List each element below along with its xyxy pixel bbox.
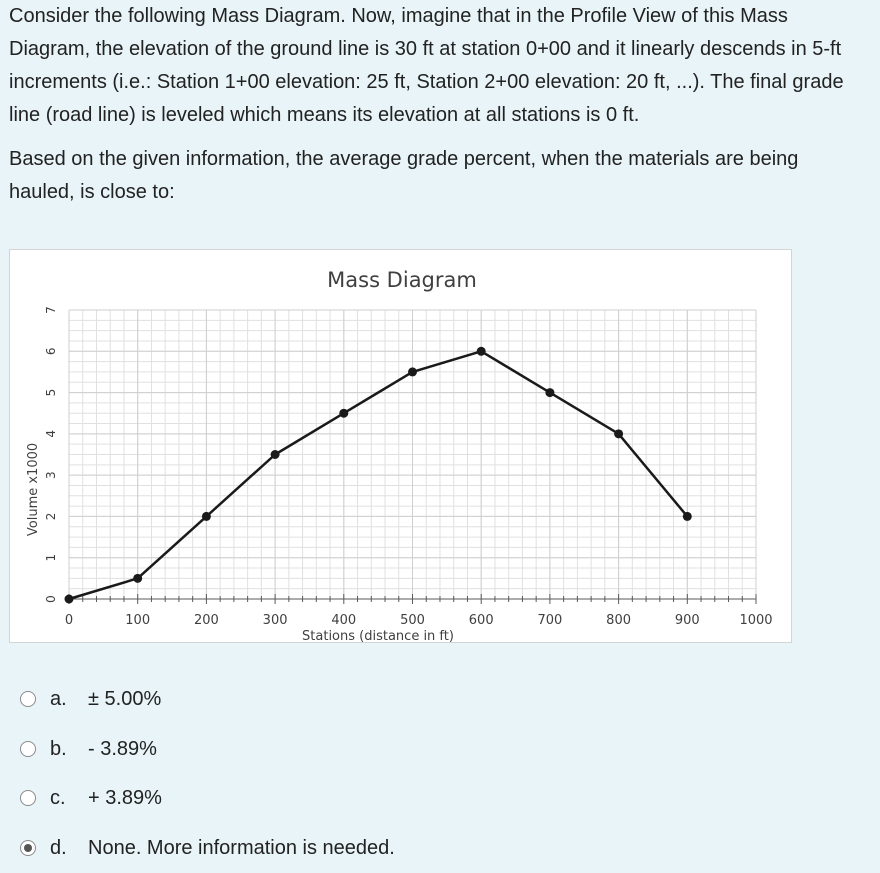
radio-option-d[interactable]: [20, 840, 36, 856]
option-c-letter: c.: [50, 786, 66, 809]
data-point: [201, 511, 211, 521]
x-tick-label: 0: [65, 613, 73, 628]
option-d-text: None. More information is needed.: [88, 836, 395, 859]
option-a[interactable]: a. ± 5.00%: [20, 682, 520, 716]
x-tick-label: 700: [537, 613, 562, 628]
x-tick-label: 500: [400, 613, 425, 628]
y-tick-label: 4: [44, 430, 58, 438]
data-point: [270, 450, 280, 459]
radio-option-a[interactable]: [20, 691, 36, 707]
option-b-text: - 3.89%: [88, 737, 157, 760]
y-tick-label: 6: [44, 347, 58, 355]
x-tick-label: 600: [469, 613, 494, 628]
option-c-text: + 3.89%: [88, 786, 162, 809]
y-tick-label: 7: [44, 306, 58, 314]
series-line: [68, 350, 689, 601]
option-d-letter: d.: [50, 836, 67, 859]
option-a-letter: a.: [50, 687, 67, 710]
y-tick-label: 1: [44, 554, 58, 562]
y-tick-label: 3: [44, 471, 58, 479]
data-point: [545, 388, 555, 398]
x-tick-label: 400: [331, 613, 356, 628]
x-tick-label: 300: [263, 613, 288, 628]
data-point: [408, 367, 417, 377]
data-point: [476, 346, 486, 356]
chart-svg: 0 100 200 300 400 500 600 700 800 900 1000 0 1 2 3 4 5 6 7…: [26, 268, 773, 644]
x-tick-label: 200: [194, 613, 219, 628]
y-axis-label: Volume x1000: [26, 443, 41, 536]
x-tick-label: 1000: [739, 613, 772, 628]
option-b[interactable]: b. - 3.89%: [20, 732, 520, 766]
x-tick-label: 900: [675, 613, 700, 628]
x-tick-label: 800: [606, 613, 631, 628]
x-axis-label: Stations (distance in ft): [302, 629, 454, 644]
data-point: [682, 511, 692, 521]
question-paragraph-2: Based on the given information, the aver…: [9, 148, 799, 203]
option-d[interactable]: d. None. More information is needed.: [20, 831, 520, 865]
question-text: Consider the following Mass Diagram. Now…: [9, 0, 869, 209]
x-tick-label: 100: [125, 613, 150, 628]
question-paragraph-1: Consider the following Mass Diagram. Now…: [9, 5, 844, 126]
option-a-text: ± 5.00%: [88, 687, 162, 710]
option-c[interactable]: c. + 3.89%: [20, 781, 520, 815]
option-b-letter: b.: [50, 737, 67, 760]
data-point: [133, 573, 143, 583]
radio-option-b[interactable]: [20, 741, 36, 757]
chart-title: Mass Diagram: [327, 268, 477, 292]
y-tick-label: 2: [44, 513, 58, 521]
data-point: [339, 408, 349, 418]
y-tick-label: 0: [44, 595, 58, 603]
mass-diagram-chart: 0 100 200 300 400 500 600 700 800 900 1000 0 1 2 3 4 5 6 7…: [9, 249, 792, 644]
data-point: [64, 594, 74, 604]
radio-option-c[interactable]: [20, 790, 36, 806]
data-point: [614, 429, 624, 439]
y-tick-label: 5: [44, 389, 58, 397]
